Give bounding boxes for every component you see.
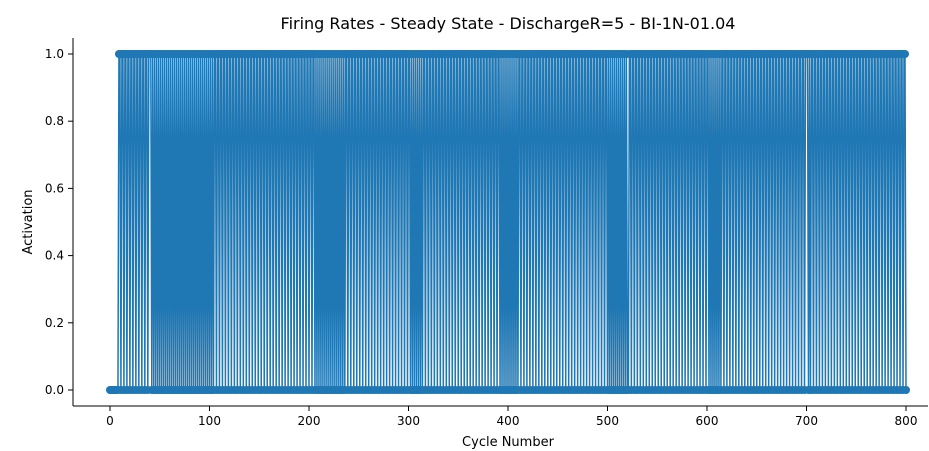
- series-line: [110, 53, 907, 391]
- y-tick-label: 0.6: [45, 181, 64, 195]
- axes: 0 100 200 300 400 500 600 700 800 0.0 0.2 0.4 0.6 0.8…: [45, 38, 928, 428]
- plot-area: [106, 50, 910, 394]
- x-tick-label: 300: [397, 414, 420, 428]
- x-tick-label: 500: [596, 414, 619, 428]
- y-tick-label: 1.0: [45, 47, 64, 61]
- x-tick-label: 400: [497, 414, 520, 428]
- y-tick-label: 0.0: [45, 383, 64, 397]
- chart-title: Firing Rates - Steady State - DischargeR…: [281, 14, 736, 33]
- x-axis-label: Cycle Number: [462, 435, 555, 450]
- data-point: [901, 50, 910, 58]
- data-point: [902, 386, 910, 394]
- y-axis-label: Activation: [21, 189, 36, 254]
- x-tick-label: 200: [298, 414, 321, 428]
- x-tick-label: 600: [696, 414, 719, 428]
- y-tick-label: 0.2: [45, 316, 64, 330]
- y-tick-label: 0.8: [45, 114, 64, 128]
- y-tick-label: 0.4: [45, 249, 64, 263]
- x-tick-label: 100: [198, 414, 221, 428]
- x-tick-label: 0: [106, 414, 114, 428]
- x-tick-label: 800: [895, 414, 918, 428]
- x-tick-label: 700: [795, 414, 818, 428]
